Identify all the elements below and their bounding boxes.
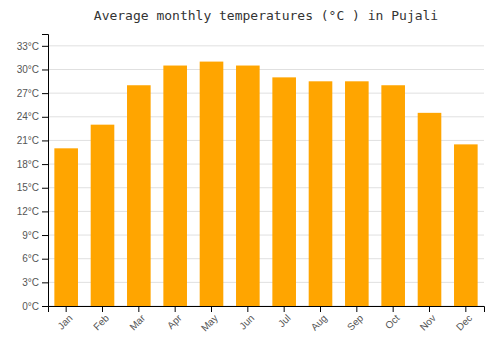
tick: Oct: [383, 306, 402, 331]
tick: Apr: [165, 306, 184, 331]
axis-line: [42, 35, 49, 307]
tick-mark: [247, 306, 248, 312]
bar: [236, 66, 260, 306]
bar: [345, 81, 369, 306]
bars: [54, 62, 477, 306]
tick-mark: [102, 306, 103, 312]
tick: Mar: [127, 306, 147, 332]
y-axis: 0°C 3°C 6°C 9°C 12°C 15°C 18°C 21°C 24°C 27°C 30°C…: [17, 35, 49, 312]
bar: [200, 62, 224, 306]
grid: [48, 46, 484, 306]
tick-mark: [175, 306, 176, 312]
tick-mark: [284, 306, 285, 312]
tick-mark: [42, 93, 48, 94]
tick: 15°C: [17, 182, 48, 193]
bar: [127, 85, 151, 306]
tick-mark: [393, 306, 394, 312]
tick-label: Aug: [309, 312, 329, 332]
grid-line: [48, 69, 484, 70]
tick-label: Mar: [127, 312, 147, 332]
tick-label: Nov: [418, 312, 438, 332]
tick-label: Jan: [55, 312, 74, 331]
tick-label: Oct: [383, 312, 402, 331]
tick-label: Apr: [165, 312, 184, 331]
tick: Jun: [237, 306, 256, 332]
bar: [454, 144, 478, 306]
tick: 6°C: [22, 253, 48, 264]
tick: Jan: [55, 306, 74, 332]
tick: Feb: [91, 306, 111, 332]
grid-line: [48, 45, 484, 46]
tick: Aug: [309, 306, 329, 333]
tick-label: 0°C: [22, 301, 39, 312]
tick-mark: [465, 306, 466, 312]
tick-label: Jul: [276, 312, 293, 329]
title: Average monthly temperatures (°C ) in Pu…: [94, 8, 438, 23]
tick-label: 18°C: [17, 159, 39, 170]
tick-label: 21°C: [17, 135, 39, 146]
tick-label: Sep: [345, 312, 366, 333]
tick-mark: [42, 235, 48, 236]
tick-mark: [42, 306, 48, 307]
tick-label: 24°C: [17, 111, 39, 122]
tick-mark: [356, 306, 357, 312]
axis-line: [49, 307, 485, 313]
chart: Jan Feb Mar Apr May Jun Jul Aug Sep Oct Nov Dec 0°C 3…: [0, 0, 500, 350]
tick-label: 33°C: [17, 41, 39, 52]
tick-label: 27°C: [17, 88, 39, 99]
tick-mark: [42, 140, 48, 141]
tick: 3°C: [22, 277, 48, 288]
tick-mark: [42, 117, 48, 118]
tick: Nov: [418, 306, 438, 333]
tick-mark: [66, 306, 67, 312]
tick: 30°C: [17, 64, 48, 75]
tick: Jul: [276, 306, 293, 329]
tick-label: Jun: [237, 312, 256, 331]
tick-mark: [42, 46, 48, 47]
tick-label: 9°C: [22, 230, 39, 241]
tick: Sep: [345, 306, 366, 333]
tick: 0°C: [22, 301, 48, 312]
bar: [309, 81, 333, 306]
tick-label: Dec: [454, 312, 474, 332]
tick-label: 6°C: [22, 253, 39, 264]
tick-label: 3°C: [22, 277, 39, 288]
tick: 18°C: [17, 159, 48, 170]
tick: 33°C: [17, 41, 48, 52]
tick-label: 15°C: [17, 182, 39, 193]
tick-label: 12°C: [17, 206, 39, 217]
tick-mark: [211, 306, 212, 312]
tick-label: May: [199, 312, 220, 333]
tick: Dec: [454, 306, 474, 333]
tick-mark: [42, 211, 48, 212]
x-axis: Jan Feb Mar Apr May Jun Jul Aug Sep Oct Nov Dec: [49, 306, 485, 334]
tick: 9°C: [22, 230, 48, 241]
bar: [418, 113, 442, 306]
tick: 12°C: [17, 206, 48, 217]
tick-mark: [42, 69, 48, 70]
bar: [163, 66, 187, 306]
grid-line: [48, 93, 484, 94]
tick-mark: [42, 164, 48, 165]
plot: Jan Feb Mar Apr May Jun Jul Aug Sep Oct Nov Dec 0°C 3…: [17, 35, 485, 334]
tick-label: Feb: [91, 312, 111, 332]
tick-mark: [320, 306, 321, 312]
tick: 21°C: [17, 135, 48, 146]
tick-label: 30°C: [17, 64, 39, 75]
bar: [54, 148, 78, 306]
bar: [91, 125, 115, 306]
tick: May: [199, 306, 220, 334]
tick-mark: [42, 282, 48, 283]
tick-mark: [42, 259, 48, 260]
tick: 27°C: [17, 88, 48, 99]
tick-mark: [429, 306, 430, 312]
tick: 24°C: [17, 111, 48, 122]
tick-mark: [138, 306, 139, 312]
tick-mark: [42, 188, 48, 189]
bar: [272, 77, 296, 306]
bar: [381, 85, 405, 306]
